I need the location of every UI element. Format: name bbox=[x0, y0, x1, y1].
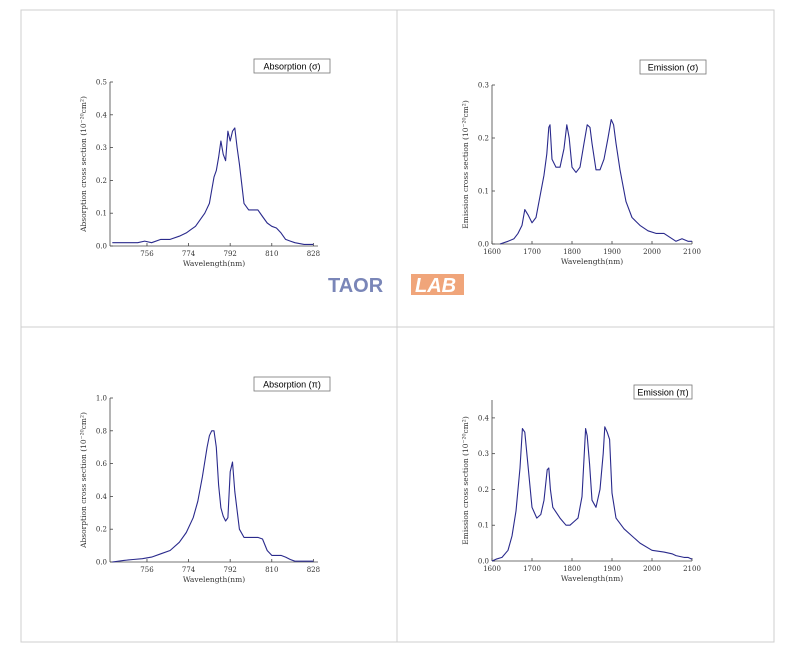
x-tick-label: 2000 bbox=[643, 248, 661, 256]
y-tick-label: 0.1 bbox=[478, 522, 489, 530]
x-tick-label: 828 bbox=[307, 566, 320, 574]
x-tick-label: 1600 bbox=[483, 565, 501, 573]
y-axis-label: Absorption cross section (10⁻²⁰cm²) bbox=[79, 412, 88, 549]
taorlab-logo: TAOR LAB bbox=[328, 274, 464, 297]
x-tick-label: 2100 bbox=[683, 565, 701, 573]
chart-absorption-pi: 0.0 0.2 0.4 0.6 0.8 1.0 756 774 792 810 828 Wavelen… bbox=[79, 376, 331, 584]
x-tick-label: 828 bbox=[307, 250, 320, 258]
y-axis-label: Emission cross section (10⁻²⁰cm²) bbox=[461, 416, 470, 545]
y-tick-label: 0.0 bbox=[96, 243, 107, 251]
chart-emission-sigma: 0.0 0.1 0.2 0.3 1600 1700 1800 1900 2000 2100 Wave… bbox=[461, 59, 707, 266]
logo-text-box: LAB bbox=[415, 275, 456, 297]
x-tick-label: 1800 bbox=[563, 248, 581, 256]
logo-box bbox=[411, 274, 464, 295]
annotation-label: Absorption (σ) bbox=[263, 62, 320, 72]
x-tick-label: 756 bbox=[140, 566, 154, 574]
series-line bbox=[491, 426, 693, 562]
x-tick-label: 2000 bbox=[643, 565, 661, 573]
x-axis-label: Wavelength(nm) bbox=[183, 259, 245, 268]
x-tick-label: 2100 bbox=[683, 248, 701, 256]
annotation-label: Emission (σ) bbox=[648, 63, 699, 73]
x-tick-label: 810 bbox=[265, 566, 278, 574]
y-tick-label: 0.1 bbox=[478, 188, 489, 196]
annotation-box bbox=[253, 376, 331, 392]
y-tick-label: 0.1 bbox=[96, 210, 107, 218]
logo-text-main: TAOR bbox=[328, 275, 384, 297]
annotation-box bbox=[253, 58, 331, 74]
y-tick-label: 0.3 bbox=[478, 82, 489, 90]
x-tick-label: 1900 bbox=[603, 248, 621, 256]
x-axis-label: Wavelength(nm) bbox=[183, 575, 245, 584]
y-tick-label: 1.0 bbox=[96, 395, 107, 403]
x-tick-label: 792 bbox=[223, 250, 236, 258]
series-line bbox=[112, 430, 314, 563]
chart-emission-pi: 0.0 0.1 0.2 0.3 0.4 1600 1700 1800 1900 2000 2100 W… bbox=[461, 384, 701, 583]
y-tick-label: 0.2 bbox=[478, 486, 489, 494]
annotation-box bbox=[639, 59, 707, 75]
x-tick-label: 774 bbox=[182, 566, 196, 574]
x-tick-label: 810 bbox=[265, 250, 278, 258]
series-line bbox=[112, 127, 314, 245]
annotation-label: Emission (π) bbox=[637, 388, 688, 398]
annotation-label: Absorption (π) bbox=[263, 380, 321, 390]
y-tick-label: 0.2 bbox=[96, 526, 107, 534]
y-tick-label: 0.3 bbox=[96, 144, 107, 152]
chart-absorption-sigma: 0.0 0.1 0.2 0.3 0.4 0.5 756 774 792 810 828 Wavelen… bbox=[79, 58, 331, 268]
y-tick-label: 0.3 bbox=[478, 450, 489, 458]
x-tick-label: 1600 bbox=[483, 248, 501, 256]
x-axis-label: Wavelength(nm) bbox=[561, 257, 623, 266]
y-tick-label: 0.4 bbox=[478, 414, 490, 422]
y-axis-label: Absorption cross section (10⁻²⁰cm²) bbox=[79, 96, 88, 233]
x-tick-label: 756 bbox=[140, 250, 154, 258]
annotation-box bbox=[633, 384, 693, 400]
x-tick-label: 1800 bbox=[563, 565, 581, 573]
x-tick-label: 792 bbox=[223, 566, 236, 574]
y-tick-label: 0.0 bbox=[96, 559, 107, 567]
y-tick-label: 0.0 bbox=[478, 558, 489, 566]
y-tick-label: 0.5 bbox=[96, 79, 107, 87]
x-axis-label: Wavelength(nm) bbox=[561, 574, 623, 583]
x-tick-label: 1700 bbox=[523, 565, 541, 573]
x-tick-label: 1700 bbox=[523, 248, 541, 256]
y-tick-label: 0.0 bbox=[478, 241, 489, 249]
y-tick-label: 0.2 bbox=[96, 177, 107, 185]
x-tick-label: 774 bbox=[182, 250, 196, 258]
y-axis-label: Emission cross section (10⁻²⁰cm²) bbox=[461, 100, 470, 229]
y-tick-label: 0.6 bbox=[96, 460, 108, 468]
y-tick-label: 0.4 bbox=[96, 111, 108, 119]
y-tick-label: 0.8 bbox=[96, 427, 107, 435]
y-tick-label: 0.4 bbox=[96, 493, 108, 501]
x-tick-label: 1900 bbox=[603, 565, 621, 573]
y-tick-label: 0.2 bbox=[478, 135, 489, 143]
series-line bbox=[499, 118, 692, 245]
